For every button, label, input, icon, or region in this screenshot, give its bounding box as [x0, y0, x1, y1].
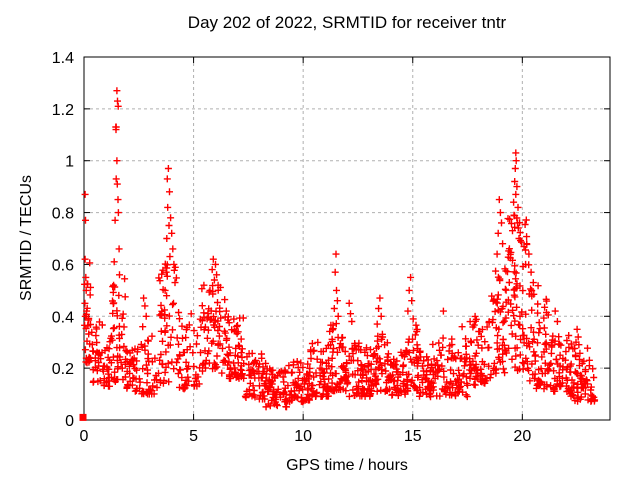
origin-point-marker [79, 413, 87, 421]
y-tick-label: 0.6 [52, 257, 74, 274]
x-tick-label: 5 [189, 428, 198, 445]
x-tick-label: 20 [513, 428, 531, 445]
y-tick-label: 1 [65, 154, 74, 171]
y-tick-label: 0.2 [52, 361, 74, 378]
y-tick-label: 1.4 [52, 50, 74, 67]
x-tick-label: 15 [404, 428, 422, 445]
y-tick-label: 0 [65, 413, 74, 430]
plot-border [83, 56, 611, 421]
x-axis-title: GPS time / hours [286, 457, 408, 474]
x-tick-label: 0 [80, 428, 89, 445]
y-tick-label: 0.8 [52, 206, 74, 223]
y-tick-label: 1.2 [52, 102, 74, 119]
x-tick-label: 10 [294, 428, 312, 445]
y-tick-label: 0.4 [52, 309, 74, 326]
scatter-points [81, 87, 599, 411]
chart-title: Day 202 of 2022, SRMTID for receiver tnt… [187, 13, 507, 32]
